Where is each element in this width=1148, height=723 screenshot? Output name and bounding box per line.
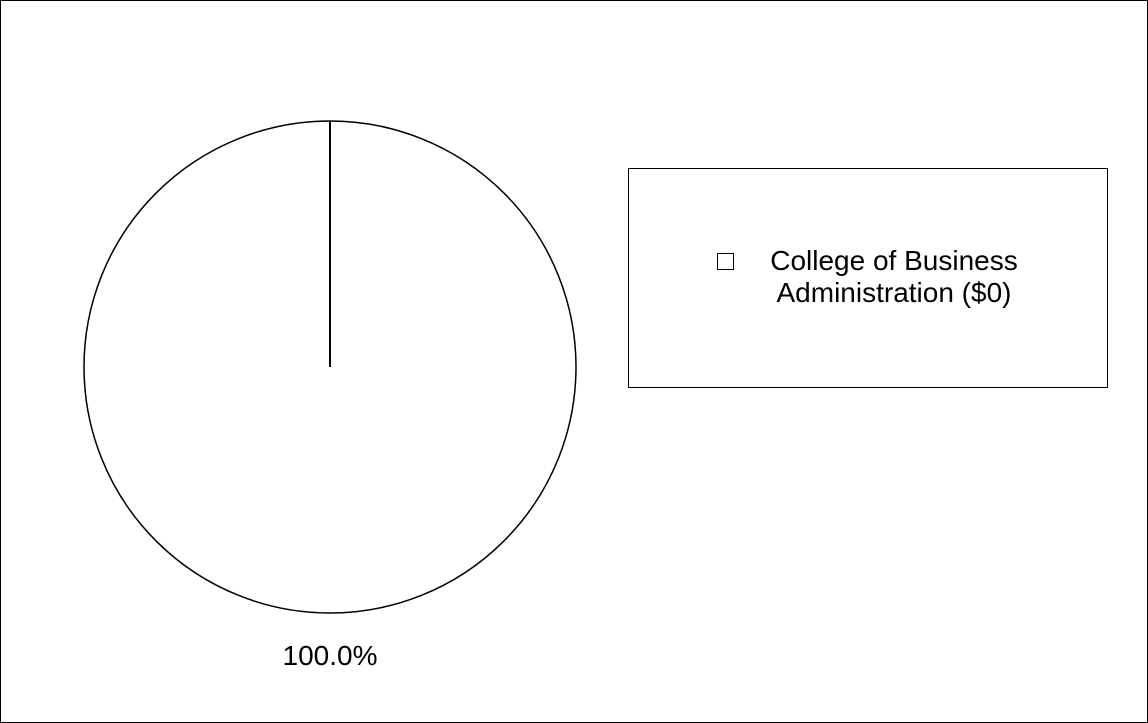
pie-slice-percent-label: 100.0% bbox=[282, 640, 378, 671]
legend-entry: College of Business Administration ($0) bbox=[715, 245, 1045, 309]
legend-swatch bbox=[717, 253, 734, 270]
legend-label: College of Business Administration ($0) bbox=[770, 245, 1018, 308]
chart-legend: College of Business Administration ($0) bbox=[628, 168, 1108, 388]
